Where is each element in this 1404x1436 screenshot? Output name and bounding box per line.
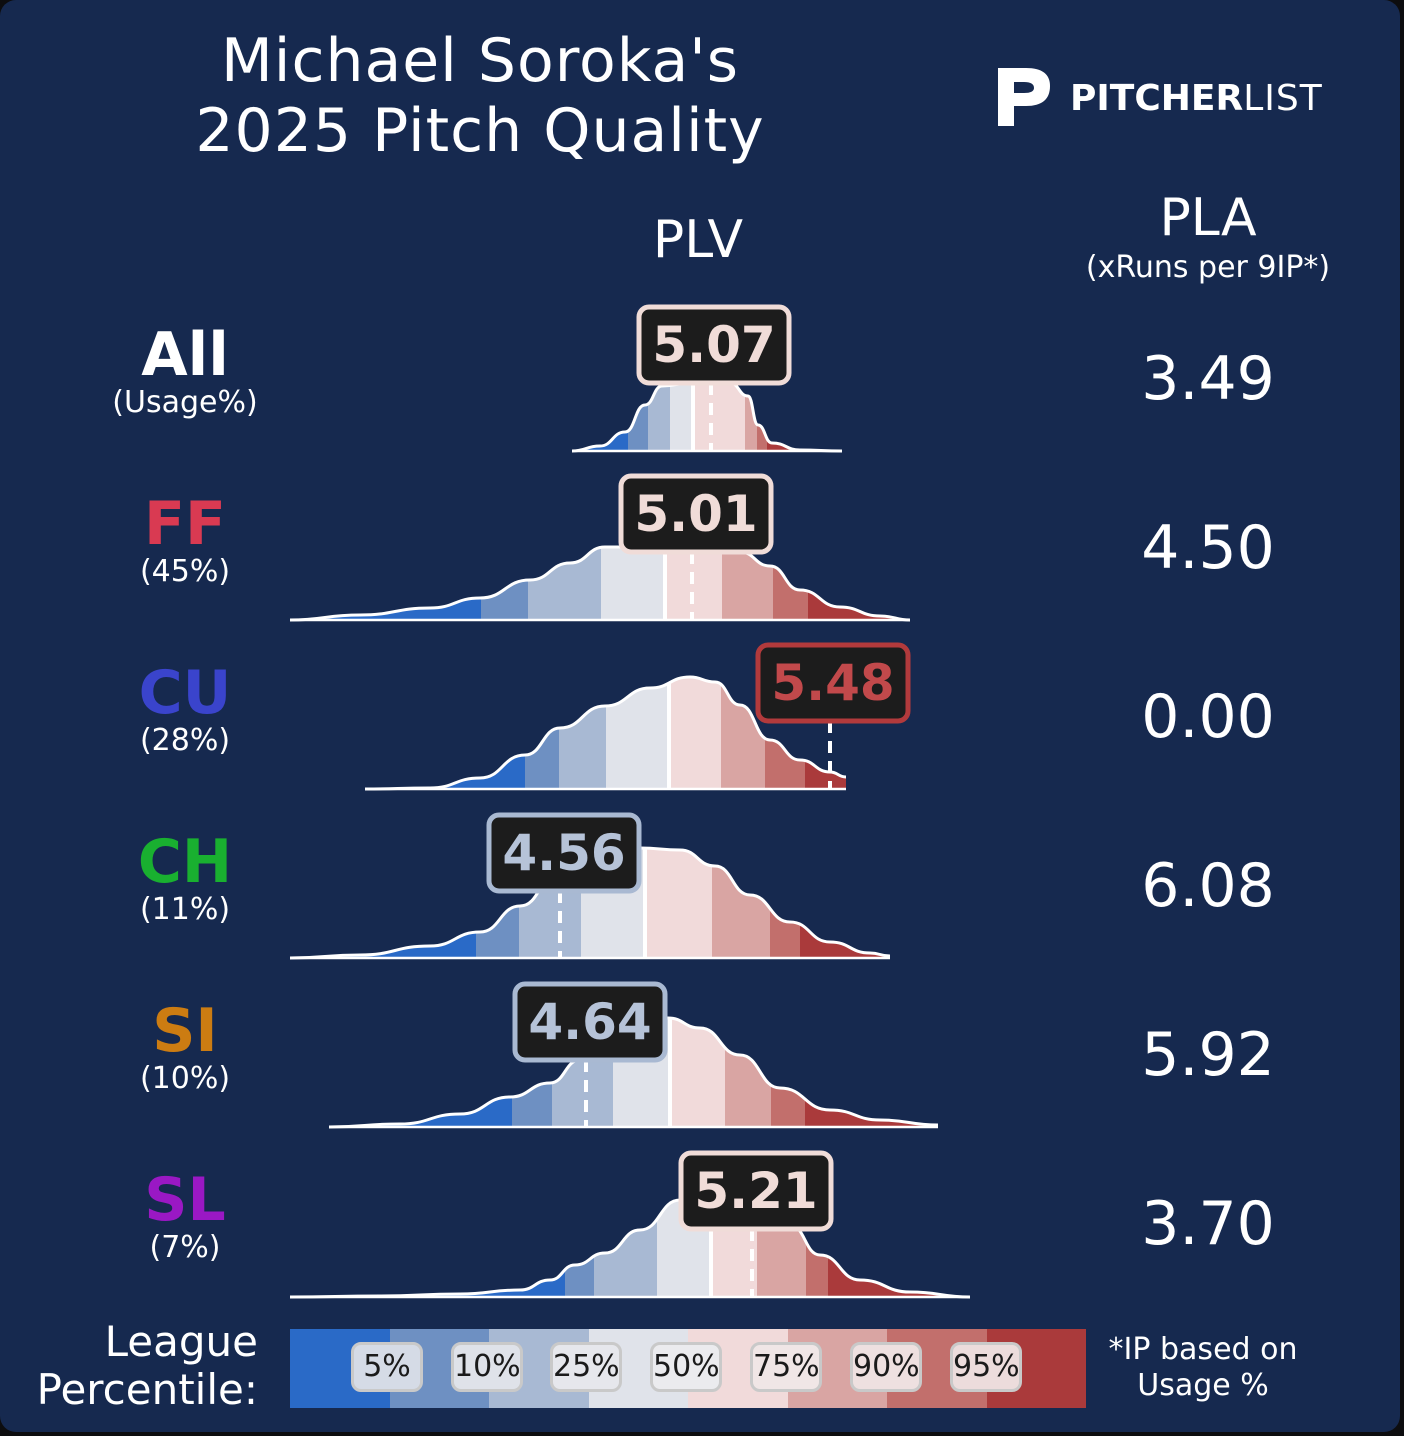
percentile-band (601, 545, 665, 620)
plv-value-label: 5.01 (634, 485, 757, 543)
ridge-row-cu: 5.48 (364, 642, 911, 791)
pla-column-subheader: (xRuns per 9IP*) (1085, 250, 1331, 285)
percentile-band (693, 383, 745, 451)
plv-badge (618, 473, 774, 555)
pla-value-cu: 0.00 (1141, 682, 1275, 752)
chart-title-line-2: 2025 Pitch Quality (195, 96, 765, 166)
percentile-box-50: 50% (650, 1342, 722, 1392)
pitch-code: SI (152, 996, 218, 1066)
percentile-band (670, 383, 693, 451)
density-curve (289, 1188, 971, 1299)
pitcherlist-wordmark: PITCHERLIST (1070, 78, 1323, 119)
percentile-box-10: 10% (451, 1342, 523, 1392)
pitch-usage: (28%) (139, 723, 231, 758)
pitch-usage: (11%) (139, 892, 231, 927)
percentile-band (808, 545, 910, 620)
pitch-usage: (7%) (149, 1230, 221, 1265)
percentile-band (290, 545, 481, 620)
pla-value-sl: 3.70 (1141, 1189, 1275, 1259)
pitch-label-cu: CU (28%) (139, 662, 232, 758)
percentile-box-25: 25% (550, 1342, 622, 1392)
plv-badge (636, 304, 792, 386)
pitch-code: CH (137, 827, 233, 897)
plv-value-label: 4.64 (528, 993, 651, 1051)
density-curve (364, 675, 847, 791)
pitch-usage: (45%) (139, 554, 231, 589)
pla-value-si: 5.92 (1141, 1020, 1275, 1090)
percentile-band (770, 848, 800, 958)
percentile-band (828, 1190, 970, 1297)
ridge-row-all: 5.07 (571, 304, 843, 453)
pla-column-header: PLA (1159, 188, 1257, 248)
percentile-band (565, 1190, 594, 1297)
percentile-band (329, 1018, 512, 1127)
percentile-box-5: 5% (351, 1342, 423, 1392)
percentile-band (645, 848, 712, 958)
percentile-box-90: 90% (850, 1342, 922, 1392)
plv-badge (486, 812, 642, 894)
percentile-band (771, 1018, 805, 1127)
percentile-band (725, 1018, 771, 1127)
pitcherlist-p-icon (998, 68, 1050, 126)
pitch-code: FF (144, 489, 226, 559)
plv-badge (678, 1150, 834, 1232)
pitch-label-si: SI (10%) (140, 1000, 230, 1096)
pitch-label-ch: CH (11%) (138, 831, 232, 927)
league-percentile-label-line-2: Percentile: (36, 1365, 258, 1414)
pitch-code: All (141, 320, 229, 390)
percentile-band (773, 545, 808, 620)
league-percentile-label: League Percentile: (37, 1318, 258, 1414)
percentile-band (648, 383, 670, 451)
pla-value-all: 3.49 (1141, 344, 1275, 414)
percentile-band (559, 677, 606, 789)
ridge-row-ff: 5.01 (289, 473, 911, 622)
plv-badge (512, 981, 668, 1063)
pitch-code: SL (144, 1165, 226, 1235)
plv-value-label: 4.56 (502, 824, 625, 882)
ridge-row-sl: 5.21 (289, 1150, 971, 1299)
league-percentile-label-line-1: League (104, 1317, 258, 1366)
pitch-label-all: All (Usage%) (112, 324, 257, 420)
pla-value-ff: 4.50 (1141, 513, 1275, 583)
percentile-box-95: 95% (950, 1342, 1022, 1392)
percentile-band (800, 848, 890, 958)
percentile-bands (290, 545, 910, 620)
plv-badge (755, 642, 911, 724)
ip-footnote-line-1: *IP based on (1108, 1332, 1298, 1367)
ridge-row-ch: 4.56 (289, 812, 891, 960)
percentile-band (669, 677, 721, 789)
ip-footnote-line-2: Usage % (1137, 1368, 1269, 1403)
chart-title-line-1: Michael Soroka's (221, 26, 739, 96)
percentile-band (290, 1190, 565, 1297)
pitch-code: CU (138, 658, 232, 728)
pitch-usage: (Usage%) (112, 385, 258, 420)
plv-value-label: 5.21 (694, 1162, 817, 1220)
plv-value-label: 5.48 (771, 654, 894, 712)
pitch-label-sl: SL (7%) (144, 1169, 225, 1265)
plv-column-header: PLV (652, 210, 744, 270)
percentile-band (365, 677, 525, 789)
pitch-label-ff: FF (45%) (140, 493, 230, 589)
percentile-band (670, 1018, 725, 1127)
pitch-usage: (10%) (139, 1061, 231, 1096)
percentile-band (572, 383, 628, 451)
ridge-row-si: 4.64 (328, 981, 939, 1129)
ip-footnote: *IP based on Usage % (1109, 1332, 1298, 1404)
percentile-box-75: 75% (750, 1342, 822, 1392)
plv-value-label: 5.07 (652, 316, 775, 374)
pla-value-ch: 6.08 (1141, 851, 1275, 921)
